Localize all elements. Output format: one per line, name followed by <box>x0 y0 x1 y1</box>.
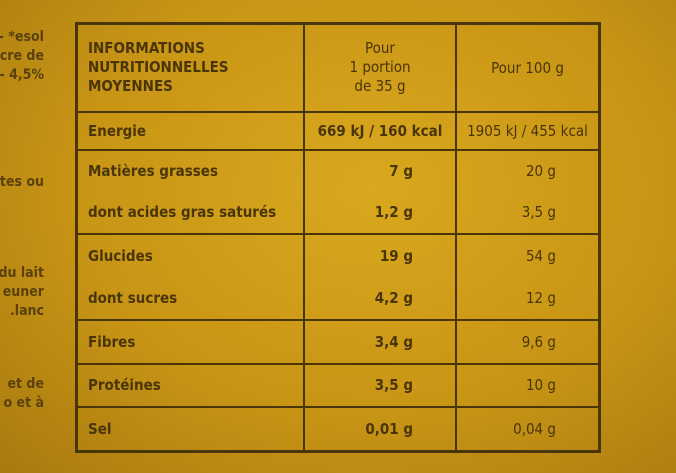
side-line: 4,5% - <box>0 67 44 83</box>
header-portion: Pour 1 portion de 35 g <box>303 22 457 113</box>
row-per100: 3,5 g <box>455 191 601 235</box>
row-portion: 669 kJ / 160 kcal <box>303 110 457 151</box>
side-line: et de <box>7 376 44 392</box>
side-line: lanc. <box>9 303 44 319</box>
side-line: euner <box>2 284 44 300</box>
row-portion: 19 g <box>303 232 457 277</box>
header-line: Pour <box>365 39 395 58</box>
row-portion: 0,01 g <box>303 405 457 453</box>
table-row: dont acides gras saturés 1,2 g 3,5 g <box>75 191 601 235</box>
row-portion: 4,2 g <box>303 276 457 321</box>
side-line: ucre de <box>0 48 44 64</box>
table-row: Energie 669 kJ / 160 kcal 1905 kJ / 455 … <box>75 110 601 151</box>
row-label: dont acides gras saturés <box>75 191 305 235</box>
side-text: et de o et à <box>0 375 44 413</box>
nutrition-table: INFORMATIONS NUTRITIONNELLES MOYENNES Po… <box>75 22 601 453</box>
row-portion: 7 g <box>303 148 457 192</box>
table-row: dont sucres 4,2 g 12 g <box>75 276 601 321</box>
row-per100: 9,6 g <box>455 318 601 365</box>
header-row: INFORMATIONS NUTRITIONNELLES MOYENNES Po… <box>75 22 601 113</box>
side-line: tes ou <box>0 174 44 190</box>
table-row: Fibres 3,4 g 9,6 g <box>75 318 601 365</box>
row-portion: 3,5 g <box>303 362 457 408</box>
side-line: esol* - <box>0 29 44 45</box>
table-row: Matières grasses 7 g 20 g <box>75 148 601 192</box>
header-per100: Pour 100 g <box>455 22 601 113</box>
side-text: du lait euner lanc. <box>0 264 44 321</box>
row-portion: 1,2 g <box>303 191 457 235</box>
table-row: Protéines 3,5 g 10 g <box>75 362 601 408</box>
header-line: MOYENNES <box>88 77 173 96</box>
side-line: du lait <box>0 265 44 281</box>
table-row: Sel 0,01 g 0,04 g <box>75 405 601 453</box>
header-line: INFORMATIONS <box>88 39 205 58</box>
row-per100: 54 g <box>455 232 601 277</box>
row-label: Sel <box>75 405 305 453</box>
side-text: tes ou <box>0 173 44 192</box>
header-line: 1 portion <box>349 58 411 77</box>
row-per100: 10 g <box>455 362 601 408</box>
side-text: esol* - ucre de 4,5% - <box>0 28 44 85</box>
row-per100: 1905 kJ / 455 kcal <box>455 110 601 151</box>
row-label: Matières grasses <box>75 148 305 192</box>
header-line: de 35 g <box>354 77 406 96</box>
header-label: INFORMATIONS NUTRITIONNELLES MOYENNES <box>75 22 305 113</box>
row-portion: 3,4 g <box>303 318 457 365</box>
header-line: NUTRITIONNELLES <box>88 58 229 77</box>
row-label: Energie <box>75 110 305 151</box>
row-label: Protéines <box>75 362 305 408</box>
row-per100: 0,04 g <box>455 405 601 453</box>
row-per100: 12 g <box>455 276 601 321</box>
row-label: dont sucres <box>75 276 305 321</box>
row-label: Glucides <box>75 232 305 277</box>
table-row: Glucides 19 g 54 g <box>75 232 601 277</box>
row-label: Fibres <box>75 318 305 365</box>
side-line: o et à <box>3 395 44 411</box>
row-per100: 20 g <box>455 148 601 192</box>
